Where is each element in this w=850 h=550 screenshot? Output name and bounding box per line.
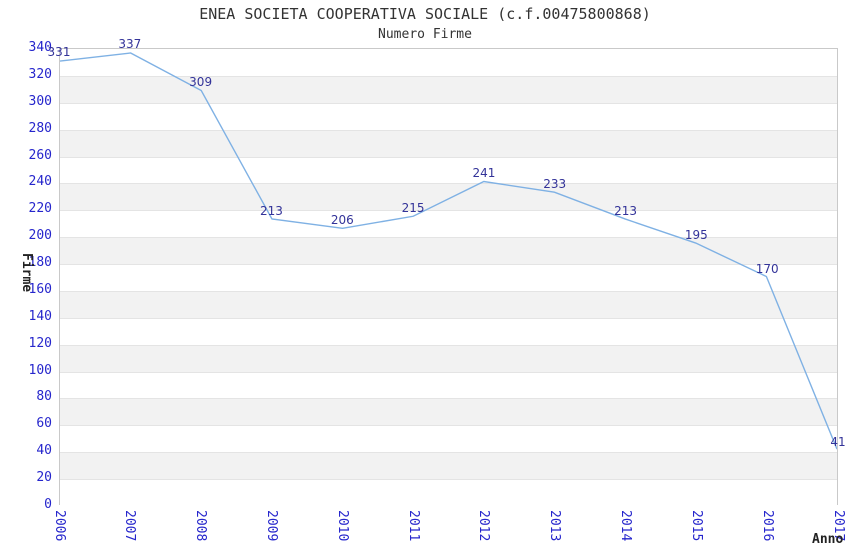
- gridline: [60, 210, 837, 212]
- x-tick-label: 2011: [405, 510, 421, 542]
- plot-band: [60, 290, 837, 318]
- x-tick-label: 2006: [51, 510, 67, 542]
- gridline: [60, 237, 837, 239]
- plot-band: [60, 49, 837, 76]
- data-point-label: 233: [543, 176, 567, 191]
- y-tick-label: 120: [28, 335, 52, 351]
- y-tick-label: 80: [36, 389, 52, 405]
- y-tick-label: 60: [36, 416, 52, 432]
- y-tick-label: 220: [28, 201, 52, 217]
- y-tick-label: 260: [28, 147, 52, 163]
- x-tick-label: 2009: [263, 510, 279, 542]
- data-point-label: 215: [401, 201, 425, 215]
- data-point-label: 241: [472, 166, 496, 181]
- gridline: [60, 290, 837, 292]
- data-point-label: 195: [684, 227, 708, 242]
- trend-line: [60, 52, 837, 450]
- y-tick-label: 180: [28, 255, 52, 271]
- x-tick-label: 2014: [618, 510, 634, 542]
- plot-band: [60, 398, 837, 426]
- y-tick-label: 140: [28, 308, 52, 324]
- chart-canvas: [60, 52, 837, 450]
- data-point-label: 331: [47, 45, 71, 60]
- x-tick-label: 2016: [759, 510, 775, 542]
- plot-band: [60, 371, 837, 399]
- plot-band: [60, 452, 837, 480]
- plot-band: [60, 102, 837, 130]
- gridline: [60, 452, 837, 454]
- x-tick-label: 2012: [476, 510, 492, 542]
- plot-band: [60, 479, 837, 506]
- gridline: [60, 183, 837, 185]
- plot-band: [60, 237, 837, 265]
- data-point-label: 213: [614, 203, 637, 218]
- data-point-label: 41: [830, 434, 846, 449]
- y-tick-label: 40: [36, 443, 52, 459]
- x-tick-label: 2008: [193, 510, 209, 542]
- plot-area: [59, 48, 838, 506]
- y-tick-label: 240: [28, 174, 52, 190]
- chart-title: ENEA SOCIETA COOPERATIVA SOCIALE (c.f.00…: [199, 5, 651, 23]
- plot-band: [60, 264, 837, 291]
- data-point-label: 337: [118, 37, 142, 52]
- x-axis-title: Anno: [812, 532, 844, 547]
- plot-band: [60, 75, 837, 103]
- plot-band: [60, 156, 837, 184]
- gridline: [60, 102, 837, 104]
- gridline: [60, 75, 837, 77]
- y-tick-label: 20: [36, 470, 52, 486]
- y-tick-label: 320: [28, 66, 52, 82]
- gridline: [60, 398, 837, 400]
- x-tick-label: 2010: [334, 510, 350, 542]
- y-axis-title: Firme: [19, 253, 34, 293]
- plot-band: [60, 183, 837, 211]
- gridline: [60, 479, 837, 481]
- x-tick-label: 2007: [122, 510, 138, 542]
- y-tick-label: 100: [28, 362, 52, 378]
- gridline: [60, 371, 837, 373]
- gridline: [60, 129, 837, 131]
- chart-subtitle: Numero Firme: [378, 27, 472, 42]
- plot-band: [60, 129, 837, 157]
- plot-band: [60, 317, 837, 345]
- y-tick-label: 340: [28, 40, 52, 55]
- y-tick-label: 300: [28, 93, 52, 109]
- gridline: [60, 344, 837, 346]
- y-tick-label: 160: [28, 281, 52, 297]
- y-tick-label: 280: [28, 120, 52, 136]
- gridline: [60, 156, 837, 158]
- data-point-label: 309: [189, 74, 213, 89]
- y-tick-label: 0: [44, 497, 52, 512]
- plot-band: [60, 344, 837, 372]
- plot-band: [60, 210, 837, 238]
- data-point-label: 206: [330, 213, 354, 228]
- data-point-label: 213: [260, 203, 283, 218]
- x-tick-label: 2015: [688, 510, 704, 542]
- gridline: [60, 317, 837, 319]
- data-point-label: 170: [755, 261, 779, 276]
- gridline: [60, 264, 837, 266]
- x-tick-label: 2013: [547, 510, 563, 542]
- gridline: [60, 425, 837, 427]
- y-tick-label: 200: [28, 228, 52, 244]
- plot-band: [60, 425, 837, 453]
